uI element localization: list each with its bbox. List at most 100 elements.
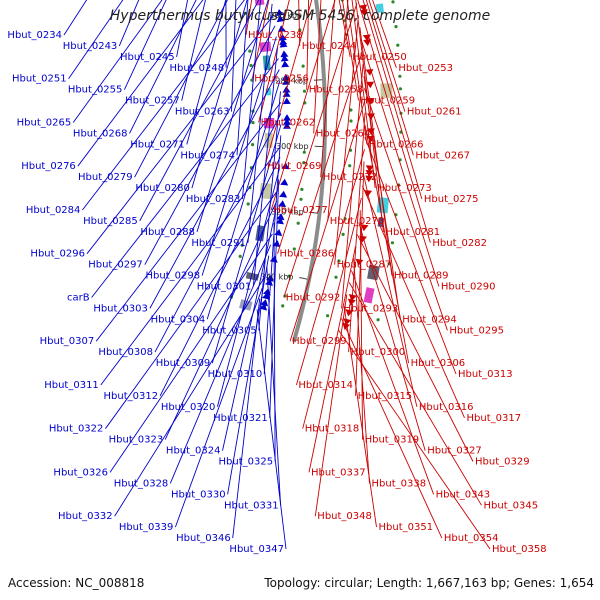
gene-label: Hbut_0307 xyxy=(40,336,95,347)
orf-mark-forward xyxy=(341,232,345,236)
gene-label: Hbut_0318 xyxy=(305,424,360,435)
forward-cds-arrow xyxy=(365,165,374,172)
gene-callout-line xyxy=(134,0,228,178)
gene-callout-line xyxy=(357,0,431,243)
gene-label: Hbut_0267 xyxy=(415,150,470,161)
gene-callout-line xyxy=(273,222,276,462)
gene-label: Hbut_0275 xyxy=(424,194,479,205)
gene-label: Hbut_0354 xyxy=(444,533,499,544)
orf-mark-forward xyxy=(326,314,330,318)
gene-callout-line xyxy=(232,298,261,539)
gene-label: Hbut_0309 xyxy=(156,358,211,369)
genome-backbone xyxy=(291,0,327,343)
gene-label: Hbut_0306 xyxy=(411,358,466,369)
gene-label: Hbut_0262 xyxy=(261,118,316,129)
gene-callout-line xyxy=(154,113,282,353)
gene-label: carB xyxy=(67,293,90,304)
orf-mark-forward xyxy=(348,164,352,168)
gene-callout-line xyxy=(174,287,263,528)
gene-label: Hbut_0347 xyxy=(229,544,284,555)
orf-mark-reverse xyxy=(300,187,304,191)
orf-mark-reverse xyxy=(302,150,306,154)
gene-callout-line xyxy=(270,0,336,211)
gene-callout-line xyxy=(363,76,401,320)
gene-callout-line xyxy=(341,63,364,309)
gene-label: Hbut_0311 xyxy=(44,380,99,391)
gene-callout-line xyxy=(118,0,140,47)
gene-label: Hbut_0258 xyxy=(309,85,364,96)
orf-mark-reverse xyxy=(299,197,303,201)
gene-label: Hbut_0303 xyxy=(93,303,148,314)
gene-label: Hbut_0248 xyxy=(170,63,225,74)
gene-label: Hbut_0290 xyxy=(441,282,496,293)
gene-callout-line xyxy=(169,244,272,484)
gene-callout-line xyxy=(114,276,265,517)
reverse-cds-arrow xyxy=(279,40,288,48)
gene-callout-line xyxy=(314,294,348,517)
gene-callout-line xyxy=(191,0,248,189)
gene-label: Hbut_0346 xyxy=(176,533,231,544)
gene-label: Hbut_0243 xyxy=(63,41,118,52)
gene-label: Hbut_0291 xyxy=(191,238,246,249)
orf-mark-inner xyxy=(248,49,252,53)
scale-tick-label: 320 kbp xyxy=(271,208,304,217)
forward-cds-arrow xyxy=(355,258,364,266)
map-title: Hyperthermus butylicus DSM 5456, complet… xyxy=(109,8,491,24)
gene-callout-line xyxy=(306,0,310,90)
reverse-cds-arrow xyxy=(278,33,287,41)
forward-cds-arrow xyxy=(359,9,368,17)
gene-callout-line xyxy=(77,0,204,167)
gene-callout-line xyxy=(164,201,278,440)
gene-label: Hbut_0259 xyxy=(361,96,416,107)
gene-label: Hbut_0314 xyxy=(298,380,353,391)
scale-tick-label: 300 kbp xyxy=(276,142,309,151)
gene-label: Hbut_0292 xyxy=(286,293,341,304)
gene-label: Hbut_0293 xyxy=(344,303,399,314)
gene-label: Hbut_0256 xyxy=(254,74,309,85)
orf-mark-forward xyxy=(349,119,353,123)
gene-label: Hbut_0319 xyxy=(365,435,420,446)
gene-callout-line xyxy=(139,0,260,222)
gene-callout-line xyxy=(359,27,393,276)
reverse-cds-arrow xyxy=(276,213,285,221)
gene-label: Hbut_0284 xyxy=(26,205,81,216)
gene-label: Hbut_0250 xyxy=(352,52,407,63)
gene-callout-line xyxy=(348,282,482,506)
reverse-cds-arrow xyxy=(278,200,287,208)
gene-label: Hbut_0315 xyxy=(358,391,413,402)
gene-callout-line xyxy=(338,329,491,550)
feature-box-inner xyxy=(262,55,271,71)
gene-callout-line xyxy=(86,14,275,254)
gene-label: Hbut_0274 xyxy=(180,150,235,161)
gene-callout-line xyxy=(360,39,440,287)
gene-label: Hbut_0271 xyxy=(130,139,185,150)
gene-callout-line xyxy=(364,136,457,375)
gene-callout-line xyxy=(351,270,435,495)
gene-label: Hbut_0348 xyxy=(317,511,372,522)
gene-label: Hbut_0257 xyxy=(125,96,180,107)
gene-callout-line xyxy=(264,0,313,167)
gene-callout-line xyxy=(365,0,414,156)
reverse-cds-arrow xyxy=(279,190,288,198)
gene-label: Hbut_0320 xyxy=(161,402,216,413)
orf-mark-outer xyxy=(396,43,400,47)
gene-label: Hbut_0301 xyxy=(197,282,252,293)
gene-callout-line xyxy=(68,0,124,79)
reverse-cds-arrow xyxy=(260,299,269,307)
reverse-cds-arrow xyxy=(283,114,291,121)
gene-label: Hbut_0317 xyxy=(467,413,522,424)
orf-mark-outer xyxy=(391,0,395,4)
gene-callout-line xyxy=(95,102,282,342)
gene-label: Hbut_0339 xyxy=(119,522,174,533)
reverse-cds-arrow xyxy=(281,162,290,170)
gene-label: Hbut_0245 xyxy=(120,52,175,63)
gene-label: Hbut_0313 xyxy=(458,369,513,380)
gene-callout-line xyxy=(247,3,273,243)
gene-label: Hbut_0327 xyxy=(427,446,482,457)
gene-label: Hbut_0269 xyxy=(267,161,322,172)
gene-label: Hbut_0321 xyxy=(213,413,268,424)
gene-callout-line xyxy=(222,212,276,451)
forward-cds-arrow xyxy=(366,81,375,89)
gene-callout-line xyxy=(176,0,189,57)
